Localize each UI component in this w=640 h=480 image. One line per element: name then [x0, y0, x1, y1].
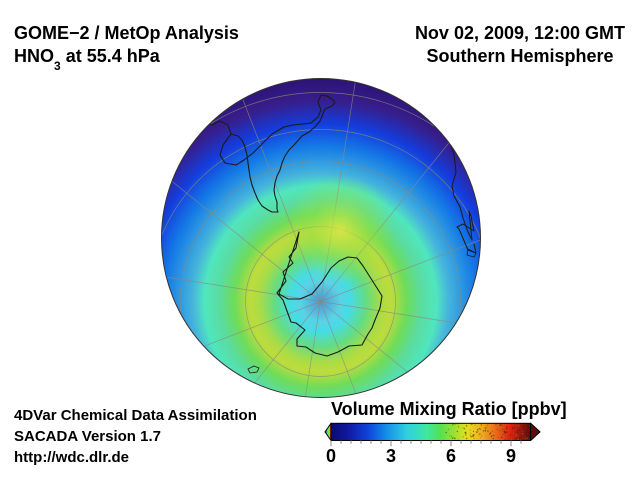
svg-text:0: 0	[326, 446, 336, 466]
svg-text:Volume Mixing Ratio [ppbv]: Volume Mixing Ratio [ppbv]	[331, 399, 567, 419]
svg-text:9: 9	[506, 446, 516, 466]
svg-text:3: 3	[386, 446, 396, 466]
svg-text:6: 6	[446, 446, 456, 466]
